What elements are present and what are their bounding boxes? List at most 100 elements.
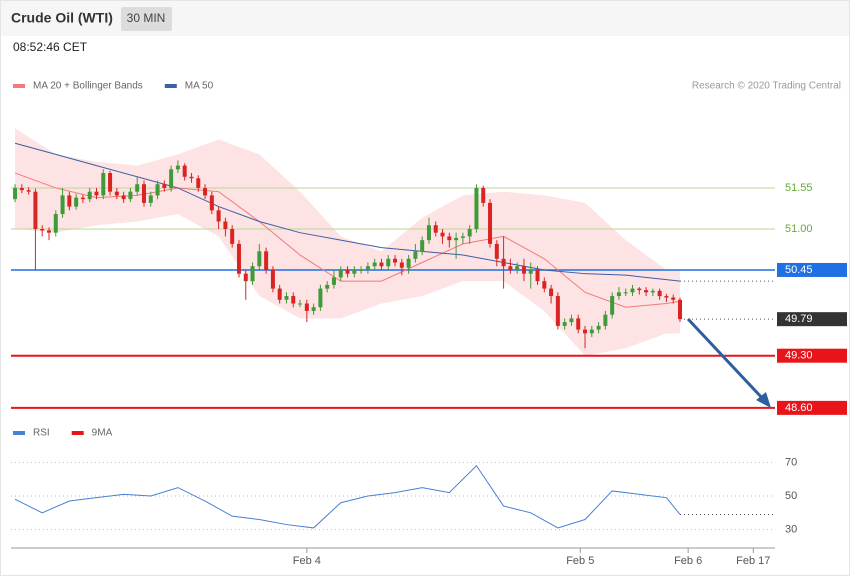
candle-body <box>657 290 662 297</box>
candle-body <box>359 269 364 271</box>
candle-body <box>87 191 92 200</box>
level-box <box>777 312 847 327</box>
candle-body <box>610 296 615 315</box>
candle-body <box>74 197 79 207</box>
candle-body <box>365 266 370 270</box>
candle-body <box>671 297 676 300</box>
legend-swatch <box>13 431 25 435</box>
candle-body <box>40 228 45 231</box>
candle-body <box>270 269 275 289</box>
candle-body <box>196 178 201 188</box>
x-tick-label: Feb 5 <box>566 555 594 567</box>
candle-body <box>467 228 472 237</box>
candle-body <box>583 329 588 334</box>
candle-body <box>664 296 669 298</box>
title: Crude Oil (WTI) <box>11 10 113 26</box>
candle-body <box>474 187 479 229</box>
candle-body <box>230 228 235 244</box>
candle-body <box>616 292 621 297</box>
candle-body <box>542 281 547 289</box>
candle-body <box>236 243 241 274</box>
candle-body <box>678 299 683 320</box>
level-label: 50.45 <box>785 264 813 276</box>
candle-body <box>94 191 99 196</box>
candle-body <box>413 251 418 259</box>
candle-body <box>182 165 187 177</box>
time: 08:52:46 CET <box>13 40 88 54</box>
candle-body <box>426 225 431 241</box>
candle-body <box>291 296 296 304</box>
candle-body <box>569 318 574 323</box>
candle-body <box>108 173 113 192</box>
legend-swatch <box>71 431 84 435</box>
candle-body <box>549 288 554 297</box>
candle-body <box>508 266 513 270</box>
candle-body <box>13 187 18 200</box>
candle-body <box>460 236 465 238</box>
candle-body <box>352 269 357 274</box>
candle-body <box>148 195 153 203</box>
candle-body <box>318 288 323 308</box>
candle-body <box>135 184 140 192</box>
level-label: 49.79 <box>785 313 813 325</box>
legend-label: 9MA <box>92 428 113 439</box>
candle-body <box>33 191 38 229</box>
candle-body <box>494 243 499 259</box>
candle-body <box>630 288 635 293</box>
candle-body <box>53 214 58 233</box>
candle-body <box>481 187 486 203</box>
candle-body <box>345 269 350 274</box>
candle-body <box>128 191 133 200</box>
candle-body <box>603 314 608 326</box>
level-box <box>777 348 847 363</box>
rsi-line <box>14 464 681 529</box>
candle-body <box>277 288 282 300</box>
level-box <box>777 262 847 277</box>
plot: MA 20 + Bollinger Bands MA 50 51.55 51.00 50… <box>11 81 847 567</box>
candle-body <box>535 269 540 282</box>
legend-label: RSI <box>33 428 50 439</box>
legend-swatch <box>164 84 177 88</box>
candle-body <box>80 197 85 200</box>
candle-body <box>399 262 404 268</box>
candle-body <box>46 230 51 233</box>
candle-body <box>60 195 65 215</box>
candle-body <box>393 258 398 263</box>
candle-body <box>175 165 180 170</box>
candle-body <box>576 318 581 330</box>
legend-label: MA 20 + Bollinger Bands <box>33 81 143 92</box>
candle-body <box>501 258 506 267</box>
legend-swatch <box>13 84 25 88</box>
candle-body <box>169 169 174 188</box>
candle-body <box>325 284 330 289</box>
candle-body <box>223 221 228 229</box>
candle-body <box>447 236 452 241</box>
candle-body <box>209 195 214 211</box>
bollinger-band <box>15 128 681 356</box>
level-box <box>777 400 847 415</box>
candle-body <box>386 258 391 267</box>
candle-body <box>298 303 303 305</box>
candle-body <box>589 329 594 334</box>
x-tick-label: Feb 6 <box>674 555 702 567</box>
candle-body <box>623 292 628 294</box>
x-tick-label: Feb 4 <box>293 555 321 567</box>
candle-body <box>264 251 269 270</box>
candle-body <box>311 307 316 311</box>
candle-body <box>304 303 309 311</box>
y-tick-label: 30 <box>785 524 797 536</box>
candle-body <box>644 290 649 293</box>
candle-body <box>515 266 520 270</box>
candle-body <box>420 240 425 252</box>
candle-body <box>189 176 194 179</box>
candle-body <box>433 225 438 233</box>
candle-body <box>555 296 560 326</box>
interval: 30 MIN <box>127 11 166 25</box>
candle-body <box>250 266 255 282</box>
candle-body <box>562 322 567 326</box>
candle-body <box>67 195 72 207</box>
level-label: 49.30 <box>785 350 813 362</box>
candle-body <box>650 290 655 293</box>
candle-body <box>155 184 160 196</box>
